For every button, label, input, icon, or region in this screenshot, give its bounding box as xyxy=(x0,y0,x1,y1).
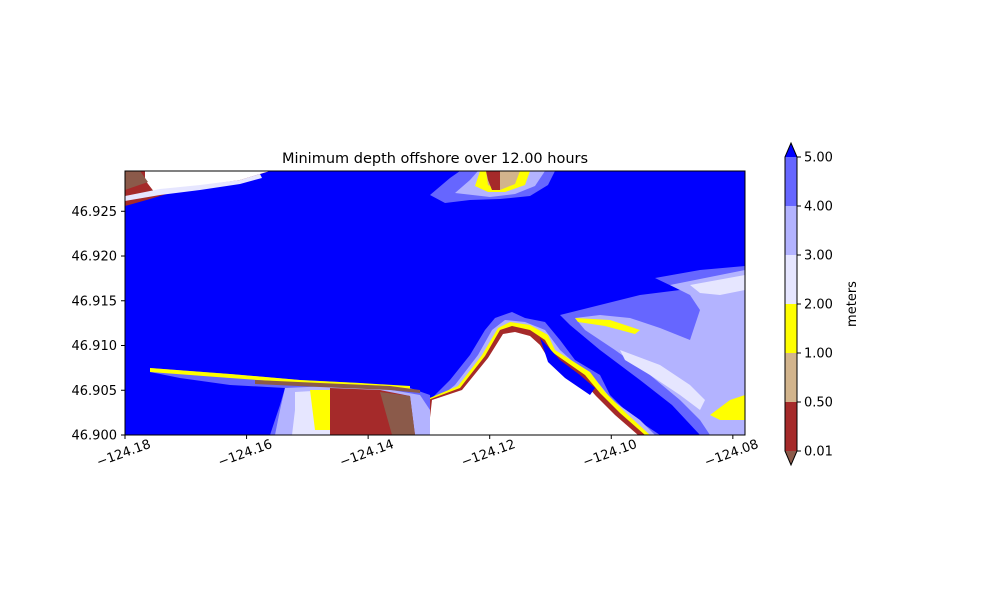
spit-dry-land xyxy=(428,332,638,435)
x-tick-label: −124.08 xyxy=(703,437,761,470)
colorbar-segment xyxy=(785,304,797,353)
depth-map xyxy=(125,171,745,435)
shoal-southwest-yellow-strip xyxy=(150,368,410,389)
colorbar-tick-label: 0.50 xyxy=(804,396,833,411)
colorbar-segment xyxy=(785,353,797,402)
colorbar-extend-under xyxy=(785,451,797,465)
y-tick-label: 46.915 xyxy=(72,294,118,309)
x-tick-label: −124.10 xyxy=(581,437,639,470)
spit-inner-channel xyxy=(540,338,595,395)
colorbar-segments xyxy=(785,157,797,451)
shoal-east-yellow-patch xyxy=(710,395,745,420)
land-southwest-dark xyxy=(380,392,415,435)
y-tick-label: 46.910 xyxy=(72,339,118,354)
land-southwest-spit xyxy=(255,380,420,393)
y-tick-label: 46.900 xyxy=(72,429,118,444)
colorbar-tick-label: 4.00 xyxy=(804,200,833,215)
shoal-southwest-yellow xyxy=(310,390,330,430)
colorbar-tick-label: 2.00 xyxy=(804,298,833,313)
shoal-strip-northwest xyxy=(125,174,262,201)
colorbar-tick-label: 1.00 xyxy=(804,347,833,362)
colorbar-segment xyxy=(785,255,797,304)
shoal-east-light xyxy=(690,275,745,295)
colorbar-tick-label: 5.00 xyxy=(804,151,833,166)
colorbar-segment xyxy=(785,402,797,451)
y-tick-label: 46.920 xyxy=(72,250,118,265)
land-patch-northwest xyxy=(125,171,148,190)
plot-frame xyxy=(124,170,746,436)
colorbar-extend-over xyxy=(785,143,797,157)
colorbar: 0.01 0.50 1.00 2.00 3.00 4.00 5.00 meters xyxy=(784,141,860,467)
y-tick-label: 46.925 xyxy=(72,205,118,220)
shoal-north-land xyxy=(486,171,500,190)
colorbar-label: meters xyxy=(845,281,860,327)
y-axis: 46.900 46.905 46.910 46.915 46.920 46.925 xyxy=(72,205,125,444)
x-tick-label: −124.16 xyxy=(216,437,274,470)
colorbar-ticks: 0.01 0.50 1.00 2.00 3.00 4.00 5.00 xyxy=(797,151,833,460)
x-tick-label: −124.14 xyxy=(338,437,396,470)
y-tick-label: 46.905 xyxy=(72,384,118,399)
shoal-east-channel-light xyxy=(620,350,705,410)
shoal-east-yellow-bar xyxy=(575,318,640,334)
colorbar-tick-label: 0.01 xyxy=(804,445,833,460)
x-axis: −124.18 −124.16 −124.14 −124.12 −124.10 −124.… xyxy=(95,435,761,470)
chart-title: Minimum depth offshore over 12.00 hours xyxy=(282,151,588,167)
colorbar-segment xyxy=(785,206,797,255)
colorbar-tick-label: 3.00 xyxy=(804,249,833,264)
x-tick-label: −124.12 xyxy=(459,437,517,470)
colorbar-segment xyxy=(785,157,797,206)
shoal-east-mid xyxy=(575,270,745,435)
